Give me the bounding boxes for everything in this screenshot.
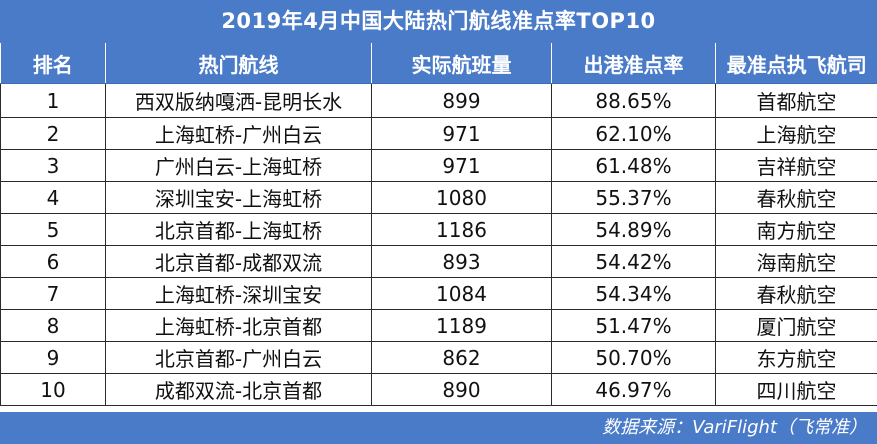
column-header-airline: 最准点执飞航司: [715, 43, 877, 84]
column-header-route: 热门航线: [105, 43, 372, 84]
airline-cell: 春秋航空: [715, 277, 877, 310]
route-cell: 北京首都-广州白云: [105, 341, 372, 374]
flights-cell: 1189: [371, 309, 552, 342]
table-row: 2 上海虹桥-广州白云 971 62.10% 上海航空: [0, 117, 877, 150]
airline-cell: 上海航空: [715, 117, 877, 150]
data-source-footer: 数据来源：VariFlight（飞常准）: [0, 412, 877, 444]
column-header-ontime-rate: 出港准点率: [551, 43, 716, 84]
ontime-ranking-table: 排名 热门航线 实际航班量 出港准点率 最准点执飞航司 1 西双版纳嘎洒-昆明长…: [0, 43, 877, 406]
rank-cell: 8: [0, 309, 106, 342]
flights-cell: 862: [371, 341, 552, 374]
route-cell: 上海虹桥-北京首都: [105, 309, 372, 342]
rank-cell: 9: [0, 341, 106, 374]
rank-cell: 3: [0, 149, 106, 182]
table-row: 8 上海虹桥-北京首都 1189 51.47% 厦门航空: [0, 309, 877, 342]
ontime-rate-cell: 55.37%: [551, 181, 716, 214]
table-row: 9 北京首都-广州白云 862 50.70% 东方航空: [0, 341, 877, 374]
ontime-rate-cell: 46.97%: [551, 373, 716, 406]
table-row: 7 上海虹桥-深圳宝安 1084 54.34% 春秋航空: [0, 277, 877, 310]
ontime-rate-cell: 88.65%: [551, 83, 716, 118]
table-title: 2019年4月中国大陆热门航线准点率TOP10: [0, 0, 877, 43]
table-row: 10 成都双流-北京首都 890 46.97% 四川航空: [0, 373, 877, 406]
flights-cell: 1080: [371, 181, 552, 214]
rank-cell: 6: [0, 245, 106, 278]
flights-cell: 890: [371, 373, 552, 406]
route-cell: 广州白云-上海虹桥: [105, 149, 372, 182]
airline-cell: 首都航空: [715, 83, 877, 118]
ontime-rate-cell: 54.42%: [551, 245, 716, 278]
airline-cell: 东方航空: [715, 341, 877, 374]
column-header-flights: 实际航班量: [371, 43, 552, 84]
header-row: 排名 热门航线 实际航班量 出港准点率 最准点执飞航司: [0, 43, 877, 84]
column-header-rank: 排名: [0, 43, 106, 84]
rank-cell: 5: [0, 213, 106, 246]
rank-cell: 7: [0, 277, 106, 310]
route-cell: 上海虹桥-广州白云: [105, 117, 372, 150]
route-cell: 北京首都-成都双流: [105, 245, 372, 278]
ontime-rate-cell: 54.34%: [551, 277, 716, 310]
table-row: 3 广州白云-上海虹桥 971 61.48% 吉祥航空: [0, 149, 877, 182]
airline-cell: 南方航空: [715, 213, 877, 246]
ontime-rate-cell: 51.47%: [551, 309, 716, 342]
table-row: 4 深圳宝安-上海虹桥 1080 55.37% 春秋航空: [0, 181, 877, 214]
route-cell: 深圳宝安-上海虹桥: [105, 181, 372, 214]
rank-cell: 2: [0, 117, 106, 150]
airline-cell: 吉祥航空: [715, 149, 877, 182]
rank-cell: 4: [0, 181, 106, 214]
airline-cell: 春秋航空: [715, 181, 877, 214]
table-row: 6 北京首都-成都双流 893 54.42% 海南航空: [0, 245, 877, 278]
route-cell: 上海虹桥-深圳宝安: [105, 277, 372, 310]
flights-cell: 1084: [371, 277, 552, 310]
flights-cell: 1186: [371, 213, 552, 246]
table-row: 5 北京首都-上海虹桥 1186 54.89% 南方航空: [0, 213, 877, 246]
route-cell: 北京首都-上海虹桥: [105, 213, 372, 246]
route-cell: 成都双流-北京首都: [105, 373, 372, 406]
flights-cell: 971: [371, 117, 552, 150]
airline-cell: 四川航空: [715, 373, 877, 406]
ontime-rate-cell: 50.70%: [551, 341, 716, 374]
ontime-rate-cell: 62.10%: [551, 117, 716, 150]
table-row: 1 西双版纳嘎洒-昆明长水 899 88.65% 首都航空: [0, 83, 877, 118]
airline-cell: 海南航空: [715, 245, 877, 278]
ontime-rate-cell: 61.48%: [551, 149, 716, 182]
flights-cell: 893: [371, 245, 552, 278]
rank-cell: 1: [0, 83, 106, 118]
flights-cell: 899: [371, 83, 552, 118]
rank-cell: 10: [0, 373, 106, 406]
flights-cell: 971: [371, 149, 552, 182]
airline-cell: 厦门航空: [715, 309, 877, 342]
route-cell: 西双版纳嘎洒-昆明长水: [105, 83, 372, 118]
ontime-rate-cell: 54.89%: [551, 213, 716, 246]
